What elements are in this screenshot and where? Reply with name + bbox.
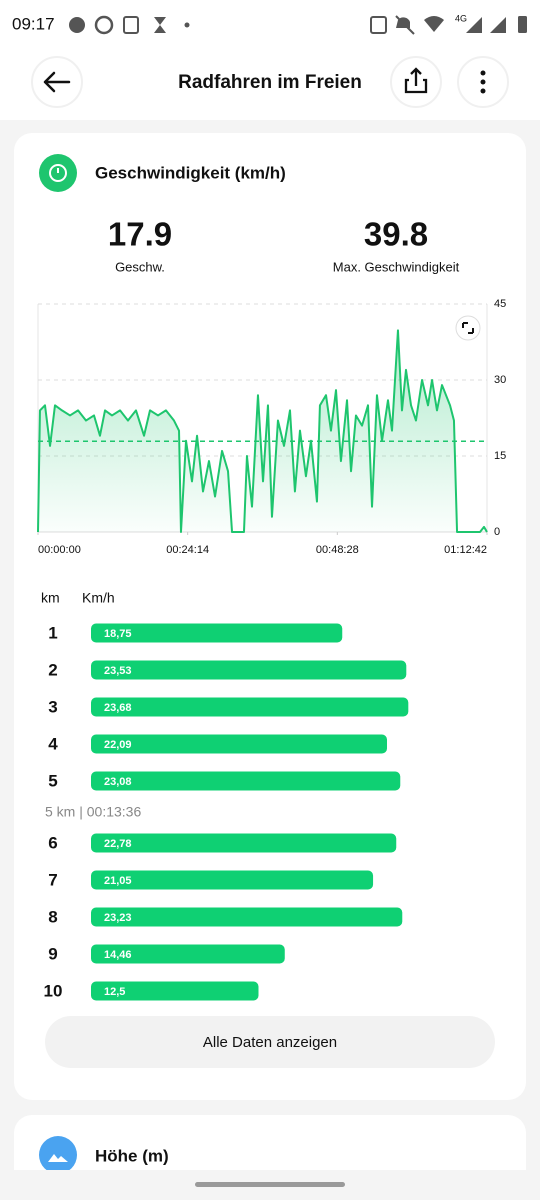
y-tick-label: 15 — [494, 450, 506, 462]
column-header: km — [41, 590, 60, 606]
x-tick-label: 00:24:14 — [166, 544, 209, 556]
split-value: 23,53 — [104, 665, 132, 677]
split-bar — [91, 870, 374, 890]
header-bg — [0, 0, 540, 120]
button-label: Alle Daten anzeigen — [203, 1034, 337, 1051]
y-tick-label: 0 — [494, 526, 500, 538]
split-bar — [91, 697, 409, 717]
km-label: 8 — [48, 907, 57, 926]
split-bar — [91, 623, 343, 643]
card-title: Geschwindigkeit (km/h) — [95, 163, 286, 182]
status-icons-left — [69, 15, 190, 35]
km-label: 3 — [48, 697, 57, 716]
split-value: 22,09 — [104, 739, 132, 751]
stat-label: Geschw. — [115, 259, 165, 274]
speed-chart: 0 15 30 45 00:00:00 00:24:14 00:48:28 01:12:42 — [37, 298, 506, 556]
split-value: 18,75 — [104, 628, 132, 640]
split-value: 12,5 — [104, 986, 125, 998]
back-button[interactable] — [31, 56, 83, 108]
home-indicator[interactable] — [195, 1182, 345, 1187]
split-bar — [91, 944, 285, 964]
split-value: 22,78 — [104, 838, 132, 850]
km-label: 9 — [48, 944, 57, 963]
y-tick-label: 30 — [494, 374, 506, 386]
km-label: 10 — [44, 981, 63, 1000]
x-tick-label: 00:48:28 — [316, 544, 359, 556]
network-type: 4G — [455, 13, 467, 23]
page-title: Radfahren im Freien — [178, 72, 362, 93]
stat-label: Max. Geschwindigkeit — [333, 259, 460, 274]
stat-value: 17.9 — [108, 216, 172, 253]
speed-icon — [39, 154, 77, 192]
status-icons-right — [370, 15, 527, 35]
km-label: 2 — [48, 660, 57, 679]
split-bar — [91, 660, 407, 680]
split-value: 14,46 — [104, 949, 132, 961]
card-title: Höhe (m) — [95, 1146, 169, 1165]
y-tick-label: 45 — [494, 298, 506, 310]
x-tick-label: 01:12:42 — [444, 544, 487, 556]
split-value: 23,08 — [104, 776, 132, 788]
split-bar — [91, 981, 259, 1001]
km-label: 5 — [48, 771, 57, 790]
split-value: 23,68 — [104, 702, 132, 714]
split-bar — [91, 734, 388, 754]
speed-line — [37, 329, 488, 533]
x-tick-label: 00:00:00 — [38, 544, 81, 556]
altitude-icon — [39, 1136, 77, 1174]
area-fill — [38, 330, 487, 532]
split-bar — [91, 907, 403, 927]
km-label: 7 — [48, 870, 57, 889]
split-bar — [91, 771, 401, 791]
status-time: 09:17 — [12, 14, 55, 33]
share-button[interactable] — [390, 56, 442, 108]
split-bar — [91, 833, 397, 853]
column-header: Km/h — [82, 590, 115, 606]
split-summary: 5 km | 00:13:36 — [45, 804, 141, 820]
split-value: 23,23 — [104, 912, 132, 924]
km-label: 6 — [48, 833, 57, 852]
show-all-button[interactable]: Alle Daten anzeigen — [45, 1016, 495, 1068]
stat-value: 39.8 — [364, 216, 428, 253]
expand-button[interactable] — [455, 315, 481, 341]
km-label: 4 — [48, 734, 58, 753]
menu-button[interactable] — [457, 56, 509, 108]
split-value: 21,05 — [104, 875, 132, 887]
splits: km Km/h 1 18,75 2 23,53 3 23,68 4 22,09 5 23,08 5 km… — [41, 590, 409, 1001]
km-label: 1 — [48, 623, 57, 642]
